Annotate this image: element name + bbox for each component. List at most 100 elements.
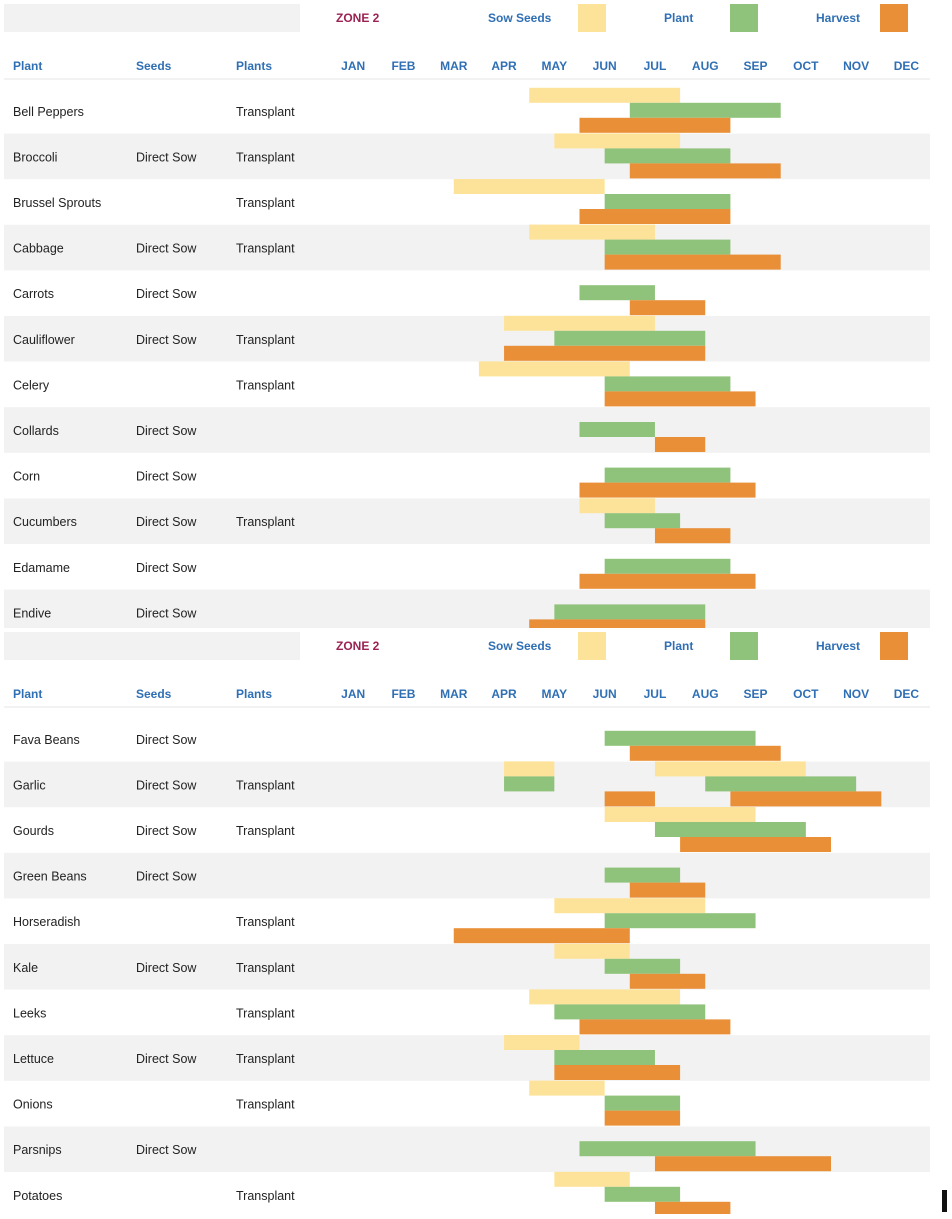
month-header-jan: JAN — [341, 59, 365, 73]
sow-bar — [654, 761, 806, 777]
harvest-bar — [504, 345, 706, 361]
month-header-dec: DEC — [894, 59, 920, 73]
month-header-apr: APR — [491, 687, 517, 701]
harvest-bar — [529, 619, 706, 635]
column-header-plant: Plant — [13, 687, 42, 701]
plant-name: Kale — [13, 961, 38, 975]
plant-bar — [629, 102, 781, 118]
page-edge-marker — [942, 1190, 947, 1212]
month-header-may: MAY — [542, 59, 568, 73]
plant-name: Corn — [13, 470, 40, 484]
sow-bar — [478, 361, 630, 377]
plant-name: Cauliflower — [13, 333, 75, 347]
plant-name: Gourds — [13, 824, 54, 838]
sow-bar — [554, 1171, 630, 1187]
column-header-plants: Plants — [236, 687, 272, 701]
plant-bar — [604, 239, 731, 255]
legend-harvest-label: Harvest — [816, 639, 860, 653]
harvest-bar — [579, 1019, 731, 1035]
plant-name: Bell Peppers — [13, 105, 84, 119]
harvest-bar — [453, 928, 630, 944]
legend-sow-swatch — [578, 632, 606, 660]
month-header-nov: NOV — [843, 59, 869, 73]
harvest-bar — [654, 528, 731, 544]
harvest-bar — [604, 254, 781, 270]
zone-label: ZONE 2 — [336, 639, 380, 653]
plant-bar — [604, 467, 731, 483]
plants-method: Transplant — [236, 1098, 295, 1112]
plant-name: Broccoli — [13, 150, 57, 164]
row-stripe — [4, 498, 930, 544]
plant-bar — [579, 1141, 756, 1157]
sow-bar — [554, 943, 630, 959]
planting-chart-svg-1: ZONE 2 Sow Seeds Plant Harvest Plant Seeds Pla… — [4, 4, 930, 636]
month-header-oct: OCT — [793, 687, 819, 701]
seeds-method: Direct Sow — [136, 333, 197, 347]
column-header-seeds: Seeds — [136, 687, 172, 701]
planting-chart-svg-2: ZONE 2 Sow Seeds Plant Harvest Plant Seeds Pla… — [4, 632, 930, 1217]
sow-bar — [504, 1035, 580, 1050]
zone-label: ZONE 2 — [336, 11, 380, 25]
plant-name: Endive — [13, 606, 51, 620]
legend-sow-label: Sow Seeds — [488, 11, 552, 25]
legend-blank-band — [4, 4, 300, 32]
plant-bar — [604, 194, 731, 209]
month-header-aug: AUG — [692, 687, 719, 701]
legend-harvest-label: Harvest — [816, 11, 860, 25]
month-header-aug: AUG — [692, 59, 719, 73]
harvest-bar — [554, 1065, 681, 1080]
harvest-bar — [604, 391, 756, 407]
legend-blank-band — [4, 632, 300, 660]
month-header-jan: JAN — [341, 687, 365, 701]
harvest-bar — [654, 437, 706, 452]
plants-method: Transplant — [236, 378, 295, 392]
month-header-sep: SEP — [744, 59, 768, 73]
month-header-mar: MAR — [440, 59, 468, 73]
harvest-bar — [654, 1156, 831, 1172]
plant-bar — [604, 913, 756, 929]
month-header-jul: JUL — [644, 59, 667, 73]
plant-bar — [654, 822, 806, 837]
plant-name: Celery — [13, 378, 50, 392]
legend-harvest-swatch — [880, 632, 908, 660]
sow-bar — [504, 761, 555, 777]
month-header-dec: DEC — [894, 687, 920, 701]
seeds-method: Direct Sow — [136, 778, 197, 792]
seeds-method: Direct Sow — [136, 561, 197, 575]
sow-bar — [453, 179, 605, 194]
plant-bar — [554, 1004, 706, 1020]
legend-plant-swatch — [730, 4, 758, 32]
seeds-method: Direct Sow — [136, 150, 197, 164]
plant-name: Leeks — [13, 1006, 46, 1020]
row-stripe — [4, 944, 930, 990]
sow-bar — [604, 807, 756, 822]
harvest-bar — [579, 573, 756, 589]
sow-bar — [554, 133, 681, 149]
sow-bar — [504, 315, 655, 331]
plant-name: Horseradish — [13, 915, 80, 929]
plant-bar — [604, 1095, 681, 1111]
plant-bar — [604, 513, 681, 529]
plants-method: Transplant — [236, 242, 295, 256]
seeds-method: Direct Sow — [136, 1143, 197, 1157]
harvest-bar — [629, 973, 706, 989]
plant-bar — [604, 958, 681, 974]
seeds-method: Direct Sow — [136, 606, 197, 620]
plant-bar — [554, 604, 706, 620]
seeds-method: Direct Sow — [136, 824, 197, 838]
sow-bar — [529, 87, 681, 103]
plant-bar — [504, 776, 555, 792]
harvest-bar — [629, 745, 781, 761]
harvest-bar — [604, 791, 655, 807]
seeds-method: Direct Sow — [136, 424, 197, 438]
plants-method: Transplant — [236, 824, 295, 838]
sow-bar — [529, 1080, 605, 1096]
plant-name: Collards — [13, 424, 59, 438]
legend-plant-label: Plant — [664, 11, 693, 25]
plants-method: Transplant — [236, 333, 295, 347]
plant-name: Cabbage — [13, 242, 64, 256]
seeds-method: Direct Sow — [136, 961, 197, 975]
seeds-method: Direct Sow — [136, 1052, 197, 1066]
column-header-plants: Plants — [236, 59, 272, 73]
plant-bar — [579, 422, 655, 437]
